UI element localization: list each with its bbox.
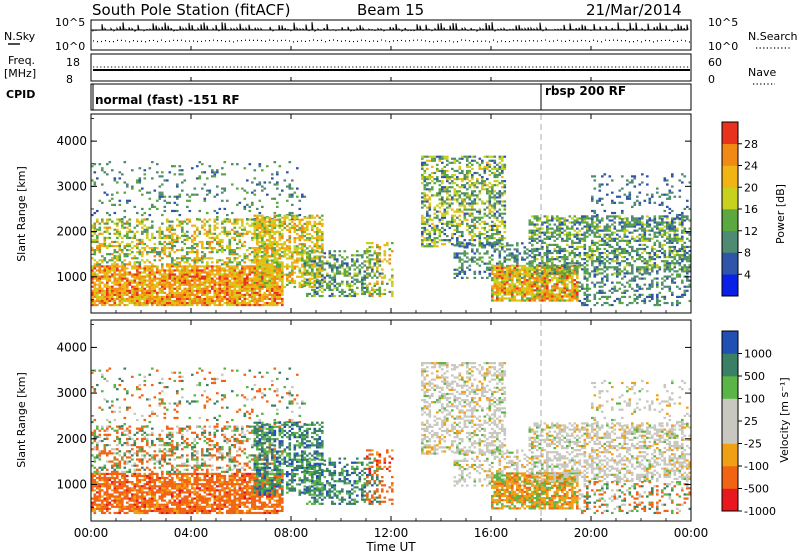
velocity-colorbar-swatch	[722, 398, 738, 422]
nsearch-label: N.Search	[748, 30, 798, 43]
freq-tick-bottom: 8	[66, 73, 73, 86]
velocity-colorbar-swatch	[722, 353, 738, 377]
cpid-panel: CPID normal (fast) -151 RF rbsp 200 RF	[6, 83, 692, 111]
noise-panel-frame	[90, 19, 692, 51]
x-tick-label: 04:00	[174, 526, 209, 540]
power-colorbar-swatch	[722, 122, 738, 145]
power-colorbar-swatch	[722, 230, 738, 253]
power-colorbar-tick-label: 4	[744, 268, 751, 281]
velocity-colorbar-swatch	[722, 488, 738, 512]
y-tick-label: 1000	[56, 477, 87, 491]
power-colorbar-swatch	[722, 187, 738, 210]
velocity-colorbar-tick-label: -1000	[744, 505, 776, 518]
x-axis: 00:00 04:00 08:00 12:00 16:00 20:00 00:00	[74, 46, 709, 540]
cpid-mode-2: rbsp 200 RF	[545, 84, 626, 98]
power-panel: 1000 2000 3000 4000 Slant Range [km] 28 24 20…	[15, 113, 787, 314]
nsky-tick-bottom: 10^0	[55, 40, 85, 53]
velocity-colorbar-swatch	[722, 376, 738, 399]
velocity-panel: 1000 2000 3000 4000 Slant Range [km] 1000 50…	[15, 319, 791, 522]
y-tick-label: 4000	[56, 340, 87, 354]
power-colorbar-swatch	[722, 274, 738, 297]
velocity-ylabel: Slant Range [km]	[15, 372, 28, 468]
power-colorbar-tick-label: 24	[744, 160, 758, 173]
x-tick-label: 00:00	[674, 526, 709, 540]
velocity-colorbar-swatch	[722, 331, 738, 354]
station-title: South Pole Station (fitACF)	[92, 1, 290, 19]
y-tick-label: 1000	[56, 270, 87, 284]
velocity-colorbar-swatch	[722, 466, 738, 489]
y-tick-label: 3000	[56, 179, 87, 193]
velocity-colorbar-tick-label: 500	[744, 370, 765, 383]
power-colorbar-swatch	[722, 252, 738, 275]
velocity-colorbar-tick-label: -100	[744, 460, 769, 473]
power-colorbar-tick-label: 8	[744, 247, 751, 260]
nsearch-tick-top: 10^5	[708, 16, 738, 29]
nsky-tick-top: 10^5	[55, 16, 85, 29]
freq-tick-top: 18	[66, 56, 80, 69]
freq-unit-label: [MHz]	[4, 67, 36, 80]
x-tick-label: 16:00	[474, 526, 509, 540]
cpid-panel-frame	[90, 83, 692, 111]
x-axis-label: Time UT	[365, 540, 416, 554]
cpid-mode-1: normal (fast) -151 RF	[95, 93, 240, 107]
x-tick-label: 00:00	[74, 526, 109, 540]
nave-label: Nave	[748, 66, 776, 79]
velocity-colorbar-tick-label: 25	[744, 415, 758, 428]
y-tick-label: 3000	[56, 386, 87, 400]
velocity-colorbar-tick-label: 1000	[744, 348, 772, 361]
noise-panel: N.Sky 10^5 10^0 10^5 10^0 N.Search	[4, 16, 798, 53]
power-colorbar-tick-label: 28	[744, 138, 758, 151]
power-colorbar-label: Power [dB]	[774, 184, 787, 244]
velocity-colorbar-tick-label: -25	[744, 438, 762, 451]
beam-label: Beam 15	[357, 1, 424, 19]
freq-label: Freq.	[8, 54, 35, 67]
freq-panel: Freq. [MHz] 18 8 60 0 Nave	[4, 53, 776, 86]
y-tick-label: 4000	[56, 134, 87, 148]
power-colorbar-swatch	[722, 209, 738, 232]
power-colorbar-swatch	[722, 165, 738, 188]
power-colorbar-swatch	[722, 143, 738, 166]
y-tick-label: 2000	[56, 432, 87, 446]
cpid-label: CPID	[6, 88, 35, 101]
velocity-colorbar-tick-label: -500	[744, 483, 769, 496]
x-tick-label: 08:00	[274, 526, 309, 540]
date-label: 21/Mar/2014	[586, 1, 682, 19]
power-ylabel: Slant Range [km]	[15, 166, 28, 262]
power-colorbar-tick-label: 12	[744, 225, 758, 238]
nave-tick-top: 60	[708, 56, 722, 69]
y-tick-label: 2000	[56, 225, 87, 239]
nsky-label: N.Sky	[4, 30, 36, 43]
velocity-colorbar-label: Velocity [m s⁻¹]	[778, 377, 791, 462]
velocity-colorbar-tick-label: 100	[744, 393, 765, 406]
power-colorbar-tick-label: 20	[744, 181, 758, 194]
power-colorbar-tick-label: 16	[744, 203, 758, 216]
nsearch-tick-bottom: 10^0	[708, 40, 738, 53]
velocity-colorbar-swatch	[722, 421, 738, 444]
x-tick-label: 20:00	[574, 526, 609, 540]
velocity-colorbar-swatch	[722, 443, 738, 467]
nave-tick-bottom: 0	[708, 73, 715, 86]
x-tick-label: 12:00	[374, 526, 409, 540]
